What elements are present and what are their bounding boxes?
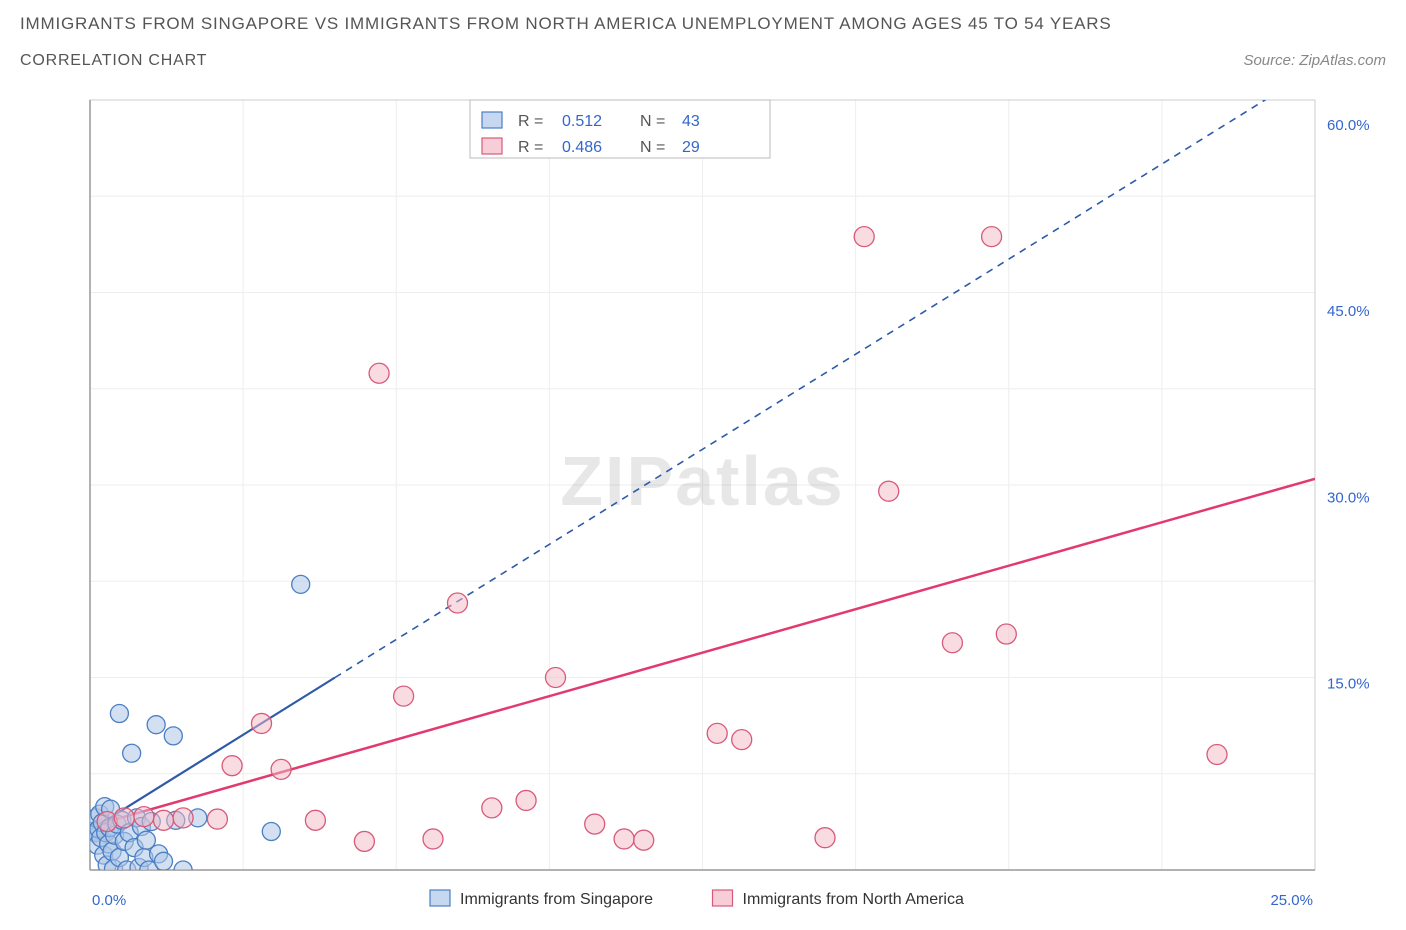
svg-text:30.0%: 30.0%	[1327, 489, 1370, 506]
svg-text:ZIPatlas: ZIPatlas	[560, 442, 844, 520]
svg-text:N =: N =	[640, 139, 665, 156]
correlation-scatter-chart: ZIPatlas 0.0% 25.0% 15.0% 30.0% 45.0% 60.0% R =…	[70, 90, 1386, 925]
chart-title: IMMIGRANTS FROM SINGAPORE VS IMMIGRANTS …	[20, 14, 1386, 34]
svg-text:Immigrants from Singapore: Immigrants from Singapore	[460, 891, 653, 908]
svg-text:0.0%: 0.0%	[92, 892, 126, 909]
svg-text:0.486: 0.486	[562, 139, 602, 156]
svg-text:Immigrants from North America: Immigrants from North America	[743, 891, 964, 908]
svg-text:29: 29	[682, 139, 700, 156]
svg-text:25.0%: 25.0%	[1270, 892, 1313, 909]
svg-text:15.0%: 15.0%	[1327, 676, 1370, 693]
chart-source: Source: ZipAtlas.com	[1243, 52, 1386, 69]
svg-text:45.0%: 45.0%	[1327, 303, 1370, 320]
chart-subtitle: CORRELATION CHART	[20, 52, 207, 70]
svg-text:R =: R =	[518, 139, 543, 156]
svg-text:60.0%: 60.0%	[1327, 117, 1370, 134]
svg-text:R =: R =	[518, 113, 543, 130]
chart-header: IMMIGRANTS FROM SINGAPORE VS IMMIGRANTS …	[0, 0, 1406, 70]
svg-text:N =: N =	[640, 113, 665, 130]
svg-text:0.512: 0.512	[562, 113, 602, 130]
svg-text:43: 43	[682, 113, 700, 130]
chart-container: Unemployment Among Ages 45 to 54 years Z…	[20, 90, 1386, 925]
